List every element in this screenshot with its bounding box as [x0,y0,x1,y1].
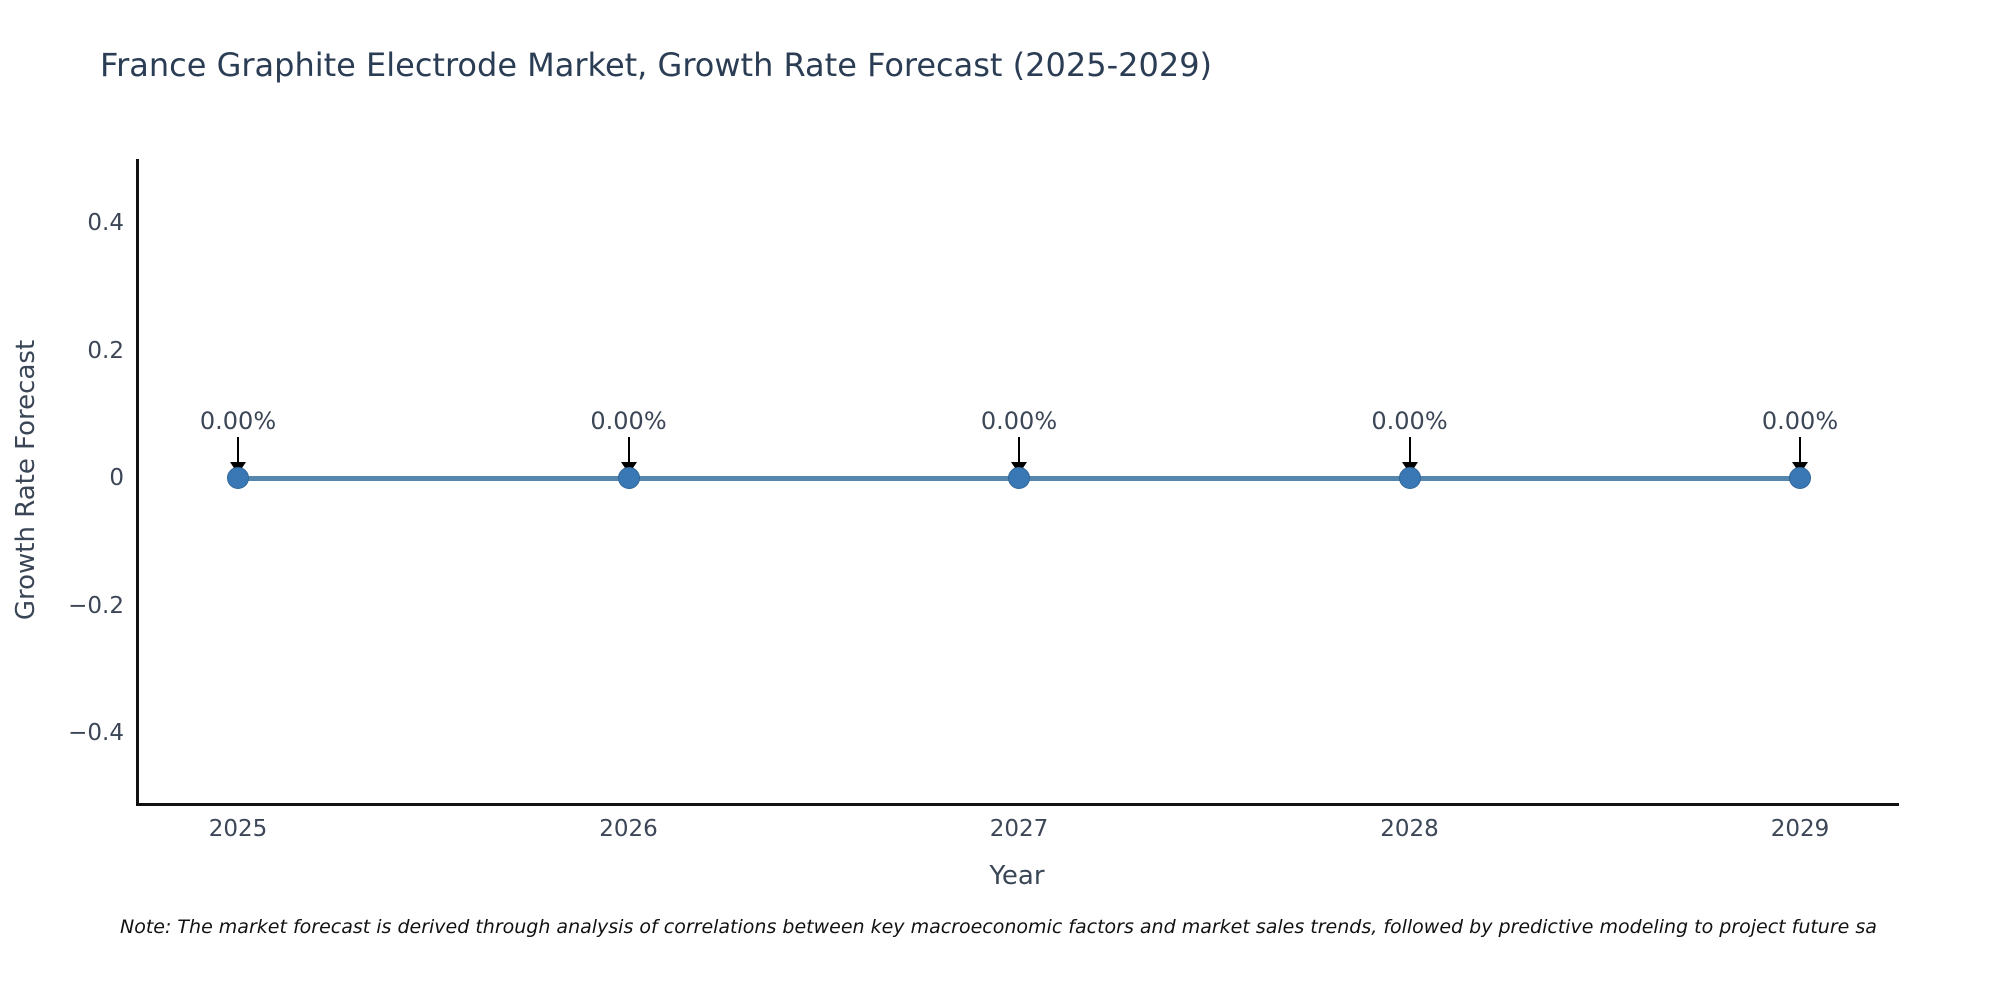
y-tick-label: −0.4 [68,720,124,746]
chart-title: France Graphite Electrode Market, Growth… [100,46,1213,84]
point-annotation-label: 0.00% [1761,407,1839,435]
y-axis-line [136,159,139,806]
data-point-marker [1398,467,1421,489]
point-annotation-label: 0.00% [1371,407,1448,435]
y-tick-label: 0.2 [87,337,124,364]
annotation-arrow-stem [1799,437,1801,463]
x-tick-label: 2027 [989,816,1049,842]
data-point-marker [617,467,640,489]
data-point-marker [1008,467,1030,489]
point-annotation-label: 0.00% [980,407,1058,435]
y-tick-label: −0.2 [68,592,124,619]
y-tick-label: 0 [109,465,124,491]
y-tick-label: 0.4 [87,210,124,236]
x-axis-line [136,803,1899,806]
annotation-arrow-stem [237,437,239,463]
data-point-marker [227,467,249,489]
footnote: Note: The market forecast is derived thr… [120,916,1877,938]
x-tick-label: 2026 [599,816,658,842]
x-tick-label: 2029 [1770,816,1830,842]
x-axis-title: Year [989,861,1045,891]
point-annotation-label: 0.00% [590,407,667,435]
annotation-arrow-stem [1408,437,1411,463]
x-tick-label: 2028 [1380,816,1439,842]
x-tick-label: 2025 [208,816,268,842]
annotation-arrow-stem [627,437,630,463]
data-point-marker [1789,467,1811,489]
point-annotation-label: 0.00% [199,407,277,435]
annotation-arrow-stem [1018,437,1020,463]
